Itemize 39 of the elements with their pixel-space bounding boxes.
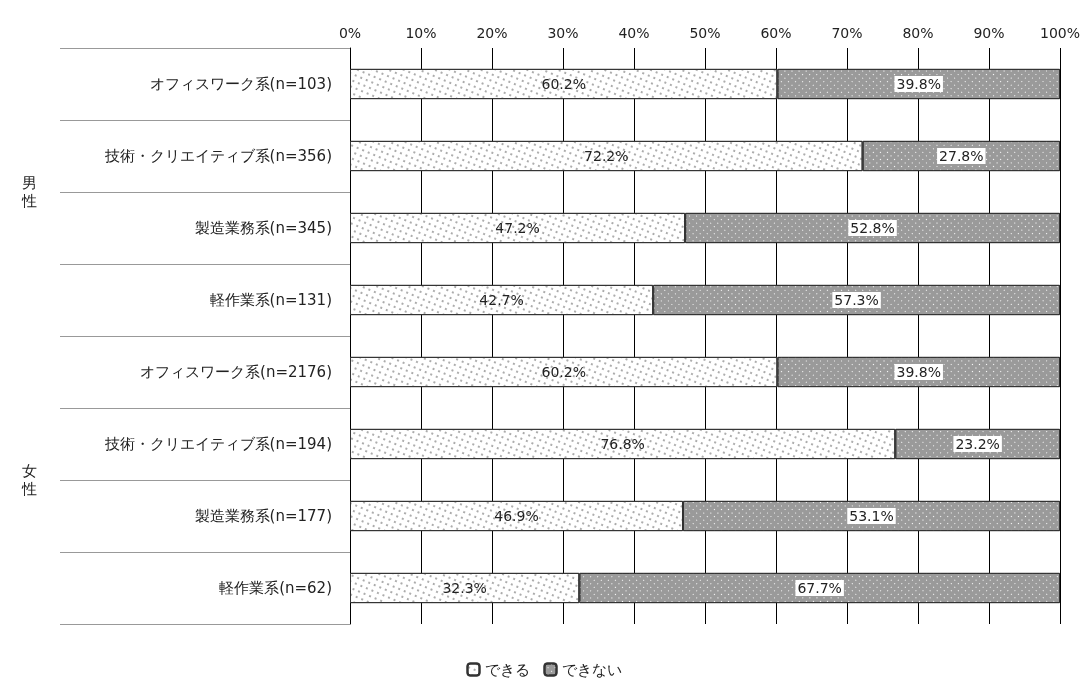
x-tick-label: 100%: [1039, 25, 1081, 41]
data-label: 23.2%: [955, 436, 1000, 452]
data-label: 60.2%: [541, 76, 586, 92]
y-tick-label: 技術・クリエイティブ系(n=356): [103, 147, 332, 165]
data-label: 72.2%: [584, 148, 629, 164]
y-tick-label: 軽作業系(n=131): [209, 291, 332, 309]
data-label: 53.1%: [849, 508, 894, 524]
y-tick-label: オフィスワーク系(n=103): [149, 75, 332, 93]
x-tick-label: 50%: [689, 25, 721, 41]
legend-label: できる: [484, 660, 530, 679]
data-label: 39.8%: [896, 76, 941, 92]
y-tick-label: 軽作業系(n=62): [219, 579, 332, 597]
text: 男性: [21, 174, 37, 210]
data-label: 57.3%: [834, 292, 879, 308]
x-tick-label: 30%: [547, 25, 579, 41]
data-label: 46.9%: [494, 508, 539, 524]
x-tick-label: 60%: [760, 25, 792, 41]
y-tick-label: 技術・クリエイティブ系(n=194): [103, 435, 332, 453]
x-tick-label: 70%: [831, 25, 863, 41]
x-tick-label: 80%: [902, 25, 934, 41]
y-tick-label: 製造業務系(n=177): [194, 507, 332, 525]
data-label: 39.8%: [896, 364, 941, 380]
data-label: 47.2%: [495, 220, 540, 236]
y-tick-label: オフィスワーク系(n=2176): [140, 363, 332, 381]
data-label: 42.7%: [479, 292, 524, 308]
text: 女性: [21, 462, 37, 498]
x-tick-label: 20%: [476, 25, 508, 41]
data-label: 52.8%: [850, 220, 895, 236]
x-tick-label: 0%: [338, 25, 362, 41]
data-label: 27.8%: [939, 148, 984, 164]
data-label: 67.7%: [797, 580, 842, 596]
data-label: 76.8%: [600, 436, 645, 452]
x-tick-label: 10%: [405, 25, 437, 41]
legend-label: できない: [561, 660, 622, 679]
x-tick-label: 40%: [618, 25, 650, 41]
data-label: 32.3%: [442, 580, 487, 596]
x-tick-label: 90%: [973, 25, 1005, 41]
y-tick-label: 製造業務系(n=345): [194, 219, 332, 237]
data-label: 60.2%: [541, 364, 586, 380]
